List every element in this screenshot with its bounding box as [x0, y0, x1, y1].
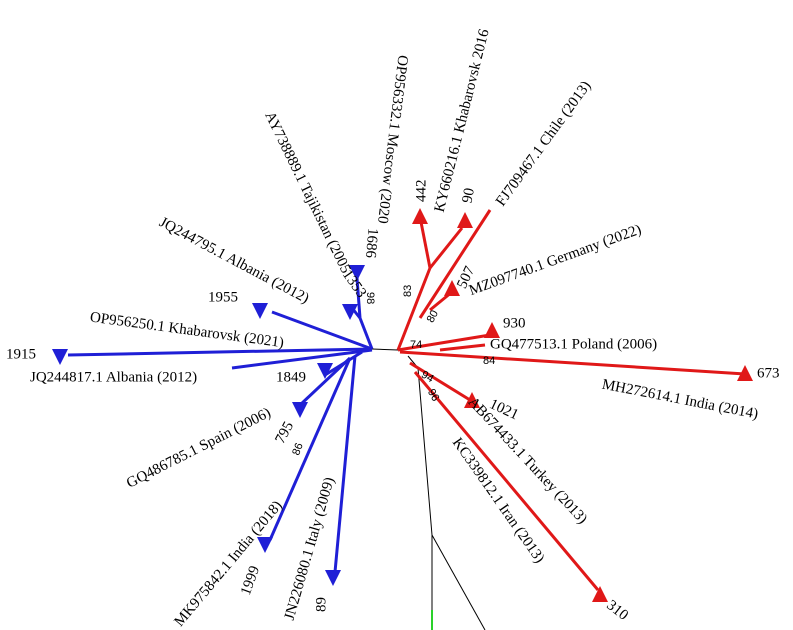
- collapsed-clade: [457, 212, 473, 228]
- leaf-label: KY660216.1 Khabarovsk 2016: [432, 27, 493, 214]
- collapsed-clade: [592, 586, 608, 602]
- collapsed-clade: [484, 322, 500, 338]
- collapsed-clade: [737, 365, 753, 381]
- blue-clade: [52, 265, 374, 586]
- collapsed-clade: [325, 570, 341, 586]
- collapsed-clade: [292, 402, 308, 418]
- clade-count: 89: [313, 597, 329, 612]
- clade-count: 90: [460, 187, 478, 205]
- trunk: [371, 348, 486, 630]
- leaf-label: MH272614.1 India (2014): [601, 377, 760, 423]
- clade-count: 1686: [362, 227, 381, 259]
- collapsed-clade: [412, 208, 428, 224]
- collapsed-clade: [257, 537, 273, 553]
- clade-count: 673: [757, 365, 780, 381]
- bootstrap-value: 96: [425, 387, 442, 404]
- leaf-label: GQ486785.1 Spain (2006): [124, 405, 273, 492]
- leaf-label: MK975842.1 India (2018): [171, 498, 285, 630]
- clade-count: 1849: [276, 369, 306, 385]
- bootstrap-value: 83: [402, 285, 414, 297]
- collapsed-clade: [349, 265, 365, 281]
- clade-count: 1915: [6, 346, 36, 362]
- collapsed-clade: [52, 349, 68, 365]
- leaf-label: JQ244817.1 Albania (2012): [30, 369, 197, 385]
- collapsed-clade: [464, 392, 480, 408]
- clade-count: 930: [503, 315, 526, 331]
- clade-count: 442: [413, 180, 429, 203]
- leaf-label: GQ477513.1 Poland (2006): [490, 336, 657, 352]
- collapsed-clade: [252, 303, 268, 319]
- clade-count: 1955: [208, 289, 238, 305]
- leaf-label: MZ097740.1 Germany (2022): [467, 222, 644, 299]
- leaf-label: OP956250.1 Khabarovsk (2021): [89, 310, 285, 352]
- bootstrap-value: 80: [425, 308, 441, 324]
- bootstrap-value: 84: [483, 355, 495, 367]
- leaf-label: AY738889.1 Tajikistan (2005: [261, 109, 353, 276]
- leaf-label: OP956332.1 Moscow (2020: [374, 54, 411, 224]
- collapsed-clade: [342, 304, 358, 320]
- bootstrap-value: 74: [410, 339, 422, 351]
- clade-count: 1999: [238, 564, 263, 598]
- collapsed-clade: [317, 363, 333, 379]
- collapsed-clade: [444, 280, 460, 296]
- bootstrap-value: 94: [419, 369, 436, 386]
- bootstrap-value: 98: [364, 292, 376, 304]
- leaf-label: FJ709467.1 Chile (2013): [493, 78, 594, 209]
- bootstrap-value: 86: [290, 441, 305, 457]
- red-clade: [396, 208, 753, 602]
